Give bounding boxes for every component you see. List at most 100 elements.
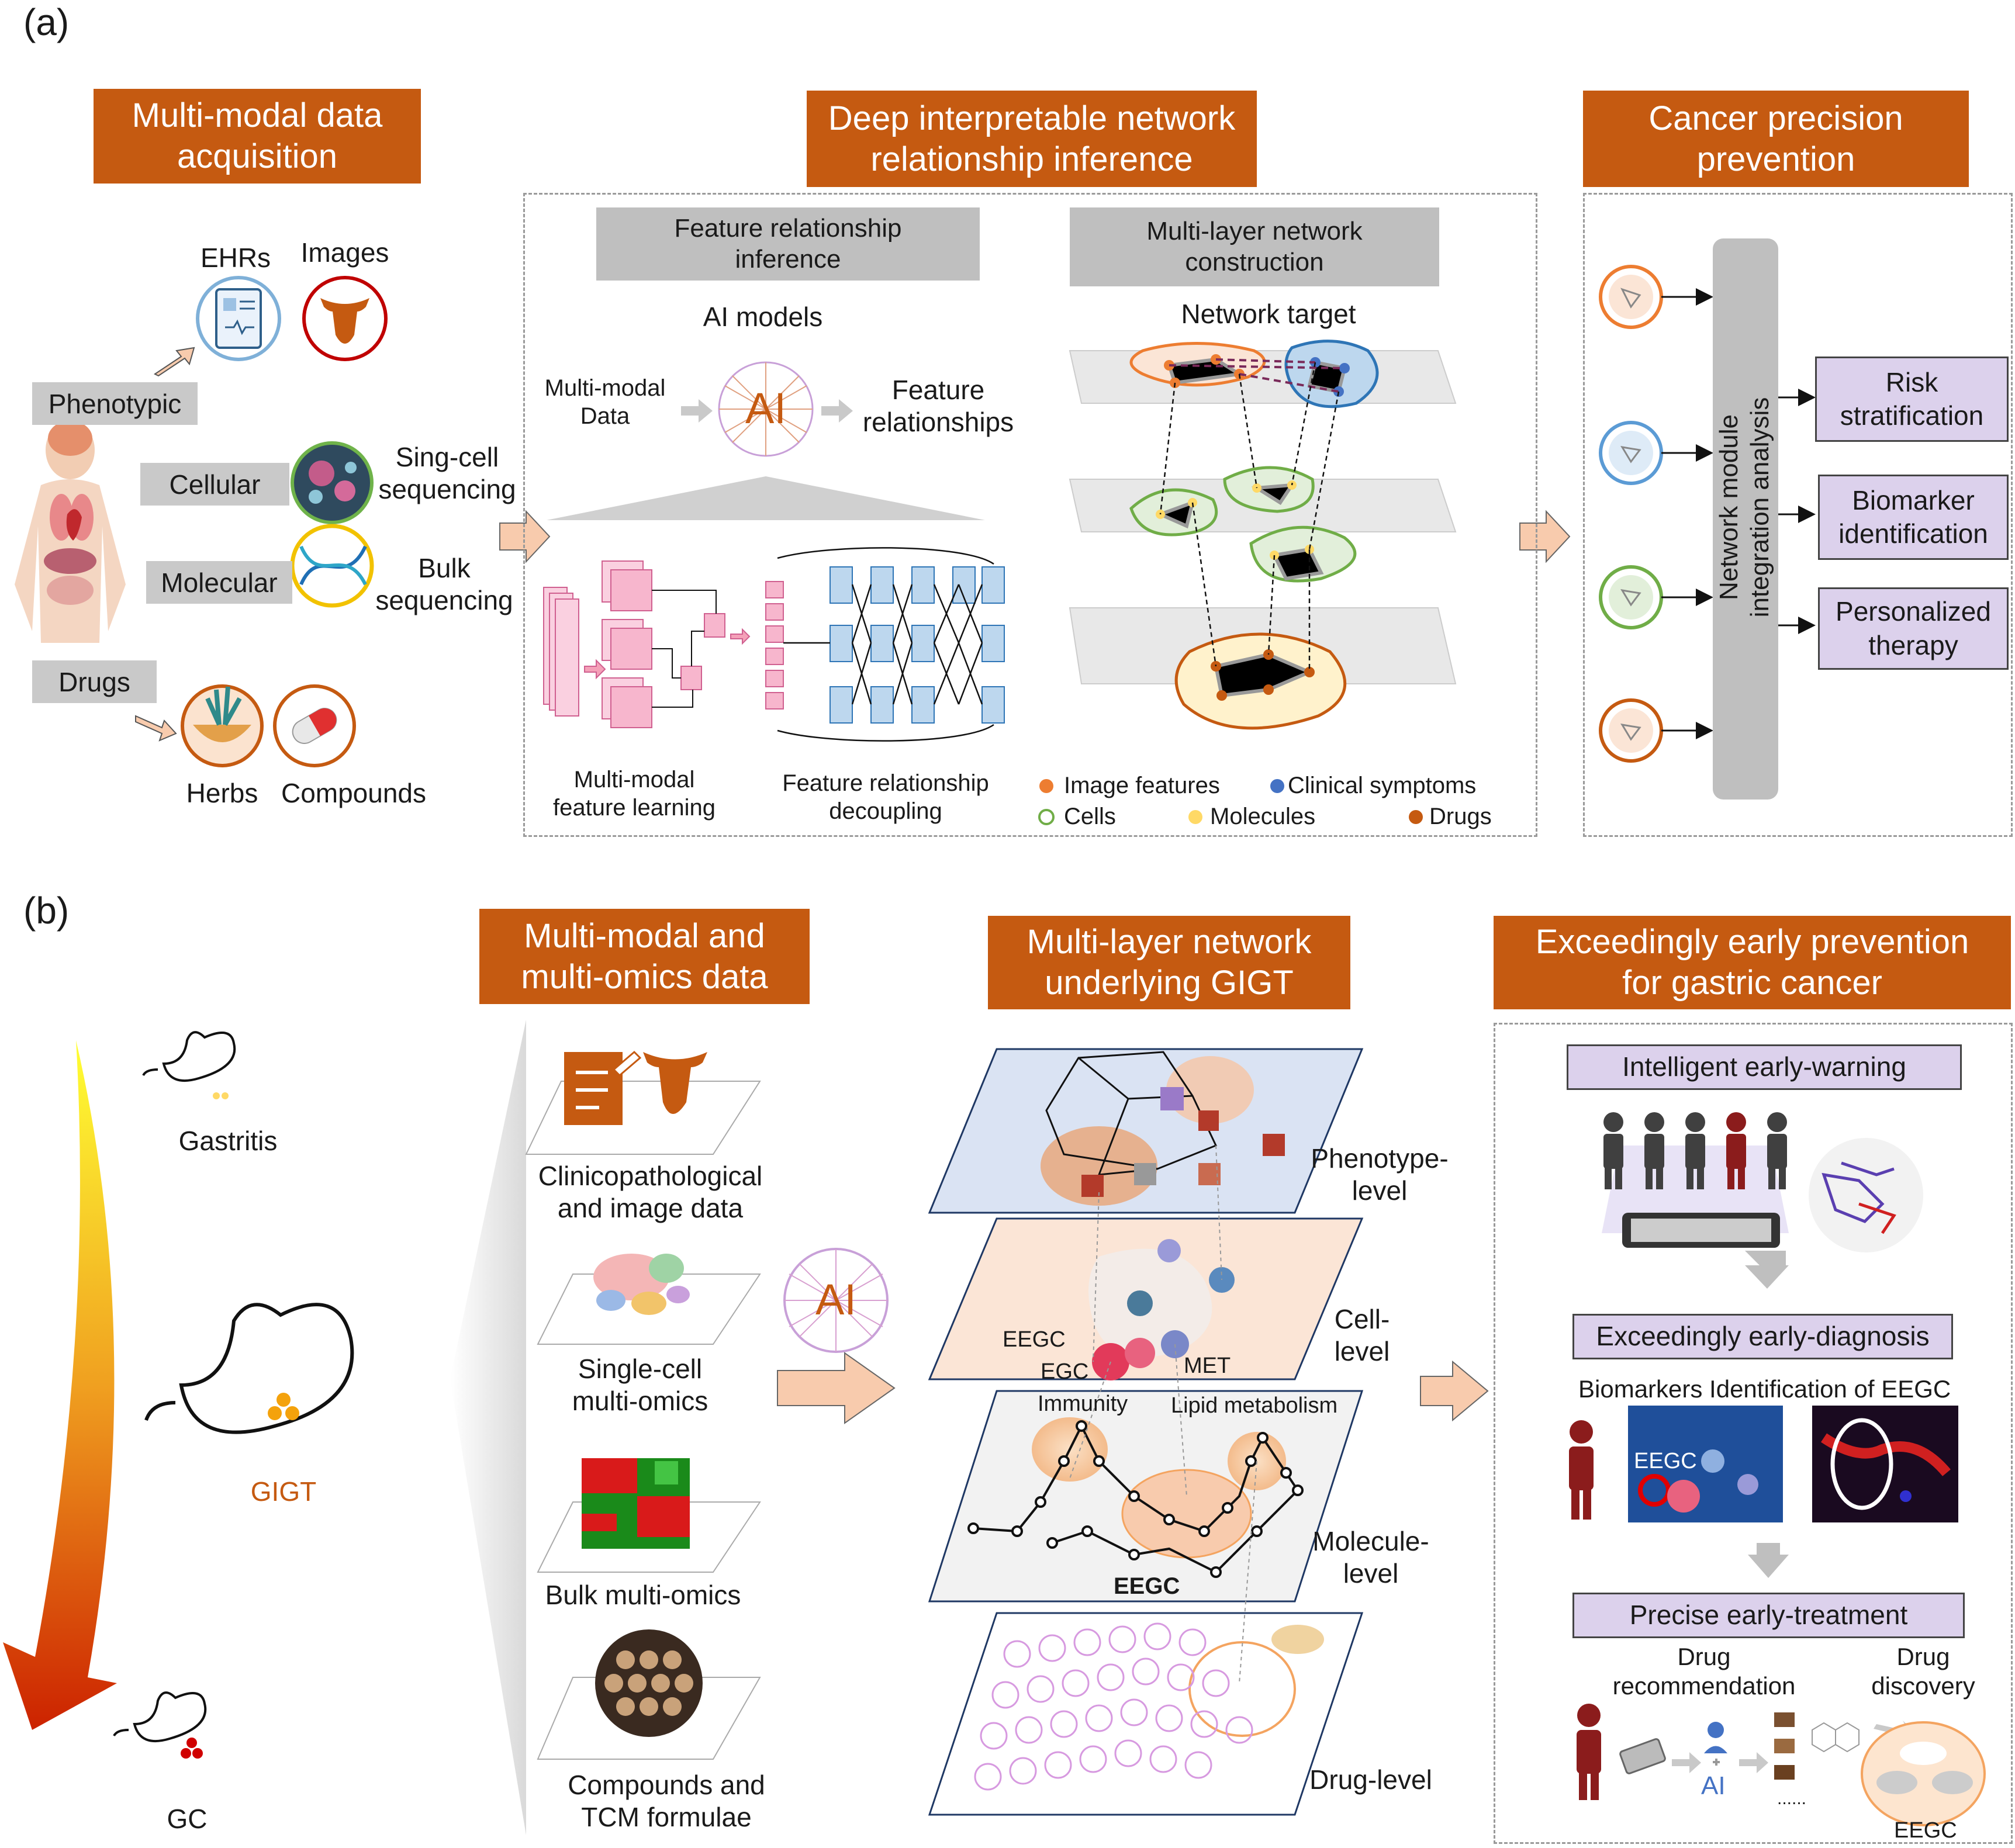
- herbs-icon: [181, 684, 264, 767]
- dna-icon: [290, 524, 374, 608]
- bulk-line1: Bulk: [418, 553, 471, 583]
- compounds-icon: [273, 684, 356, 767]
- legend-dot-molecules: [1188, 810, 1202, 824]
- bar-line1: Network module: [1715, 414, 1744, 600]
- molecular-tag: Molecular: [146, 561, 292, 604]
- bio-line1: Biomarker: [1852, 485, 1975, 515]
- drugs-tag: Drugs: [32, 660, 157, 703]
- pers-line2: therapy: [1868, 629, 1958, 660]
- mol-line2: level: [1343, 1558, 1399, 1589]
- legend-cells: Cells: [1064, 804, 1116, 829]
- pheno-line1: Phenotype-: [1311, 1143, 1449, 1174]
- gc-label: GC: [167, 1804, 208, 1834]
- acquisition-header-line2: acquisition: [177, 137, 338, 175]
- images-tongue-icon: [302, 276, 388, 361]
- disc-line1: Drug: [1896, 1643, 1950, 1670]
- pp-line2: prevention: [1696, 140, 1855, 178]
- acquisition-header: Multi-modal data acquisition: [94, 89, 421, 184]
- down-arrow-2-body: [1757, 1543, 1780, 1558]
- pheno-line2: level: [1352, 1175, 1408, 1206]
- cross-layer-links: [1069, 1145, 1257, 1684]
- gigt-dot-3: [276, 1393, 291, 1407]
- early-prevention-header: Exceedingly early prevention for gastric…: [1494, 916, 2011, 1009]
- data-header: Multi-modal and multi-omics data: [479, 909, 810, 1004]
- panel-b-label: (b): [23, 890, 70, 932]
- compounds-tcm-label: Compounds and TCM formulae: [538, 1769, 795, 1833]
- single-cell-seq-label: Sing-cell sequencing: [371, 441, 523, 506]
- arrow-inference-to-prevention: [1519, 510, 1571, 563]
- sc-b-line1: Single-cell: [578, 1354, 703, 1384]
- images-label: Images: [300, 237, 389, 268]
- cell-level-label: Cell- level: [1309, 1303, 1415, 1368]
- human-body-icon: [15, 421, 126, 643]
- personalized-therapy-box: Personalized therapy: [1818, 587, 2009, 670]
- data-header-line2: multi-omics data: [521, 957, 768, 996]
- prevention-panel: [1583, 193, 2013, 837]
- risk-line2: stratification: [1840, 400, 1984, 431]
- drug-discovery-flow: [1812, 1721, 1986, 1826]
- sc-line1: Sing-cell: [395, 442, 499, 472]
- bio-line2: identification: [1838, 518, 1988, 549]
- mmfl-line1: Multi-modal: [573, 767, 695, 793]
- legend-clinical-symptoms: Clinical symptoms: [1288, 773, 1477, 798]
- net-header-line2: underlying GIGT: [1045, 964, 1294, 1002]
- sc-b-line2: multi-omics: [572, 1386, 708, 1417]
- frd-line1: Feature relationship: [782, 770, 989, 796]
- fri-line2: inference: [735, 244, 841, 274]
- drug-recommendation-label: Drug recommendation: [1599, 1642, 1809, 1701]
- rec-line2: recommendation: [1612, 1672, 1796, 1700]
- eegc-cell-image: [1628, 1406, 1783, 1522]
- feature-relationships-label: Feature relationships: [848, 374, 1029, 438]
- cell-line1: Cell-: [1334, 1304, 1390, 1334]
- phenotypic-tag: Phenotypic: [32, 382, 198, 425]
- population-figures-icon: [1602, 1112, 1923, 1252]
- molecule-level-label: Molecule- level: [1295, 1525, 1447, 1590]
- egc-cell-label: EGC: [1041, 1359, 1089, 1384]
- net-header-line1: Multi-layer network: [1026, 923, 1312, 961]
- feature-inference-header: Feature relationship inference: [596, 207, 980, 281]
- arrow-to-herbs: [135, 715, 177, 742]
- precision-prevention-header: Cancer precision prevention: [1583, 91, 1969, 187]
- multi-layer-network-a: [1069, 340, 1457, 730]
- clin-line2: and image data: [557, 1193, 744, 1224]
- mmd-line2: Data: [580, 403, 630, 429]
- sc-line2: sequencing: [378, 474, 516, 505]
- drug-recommendation-flow: [1619, 1712, 1795, 1780]
- mmfl-line2: feature learning: [553, 795, 716, 821]
- legend-image-features: Image features: [1064, 773, 1220, 798]
- pp-line1: Cancer precision: [1648, 99, 1903, 137]
- down-arrow-1-body: [1745, 1251, 1786, 1265]
- feat-line1: Feature: [891, 375, 985, 405]
- ep-line1: Exceedingly early prevention: [1535, 923, 1969, 961]
- phenotype-layer: [928, 1048, 1364, 1214]
- ehrs-label: EHRs: [200, 243, 271, 273]
- immunity-label: Immunity: [1038, 1392, 1128, 1416]
- eegc-bottom-label: EEGC: [1894, 1818, 1957, 1843]
- single-cell-icon: [291, 441, 374, 524]
- multimodal-data-label: Multi-modal Data: [526, 374, 684, 430]
- ai-b-label: AI: [815, 1275, 856, 1324]
- lipid-metabolism-label: Lipid metabolism: [1171, 1393, 1338, 1418]
- met-cell-label: MET: [1184, 1354, 1231, 1378]
- bar-line2: integration analysis: [1746, 397, 1774, 618]
- gigt-dot-2: [285, 1406, 299, 1420]
- heatmap-icon: [582, 1458, 690, 1549]
- gc-dot-3: [186, 1738, 197, 1748]
- early-warning-box: Intelligent early-warning: [1567, 1044, 1962, 1090]
- mmd-line1: Multi-modal: [544, 375, 666, 401]
- eegc-molecule-label: EEGC: [1114, 1573, 1180, 1599]
- inference-header-line1: Deep interpretable network: [828, 99, 1236, 137]
- arrow-to-ehrs: [154, 347, 195, 377]
- bulk-omics-label: Bulk multi-omics: [545, 1580, 741, 1610]
- ai-label: AI: [745, 384, 786, 432]
- cell-line2: level: [1334, 1336, 1390, 1367]
- cell-layer: [928, 1217, 1364, 1380]
- risk-line1: Risk: [1885, 366, 1938, 397]
- network-module-label: Network module integration analysis: [1710, 397, 1780, 618]
- stomach-gc-icon: [113, 1691, 207, 1743]
- panel-a-label: (a): [23, 1, 70, 43]
- more-drugs-dots: ......: [1777, 1789, 1807, 1808]
- bulk-seq-label: Bulk sequencing: [365, 552, 523, 617]
- acquisition-header-line1: Multi-modal data: [132, 96, 383, 135]
- module-circles: [1599, 265, 1663, 763]
